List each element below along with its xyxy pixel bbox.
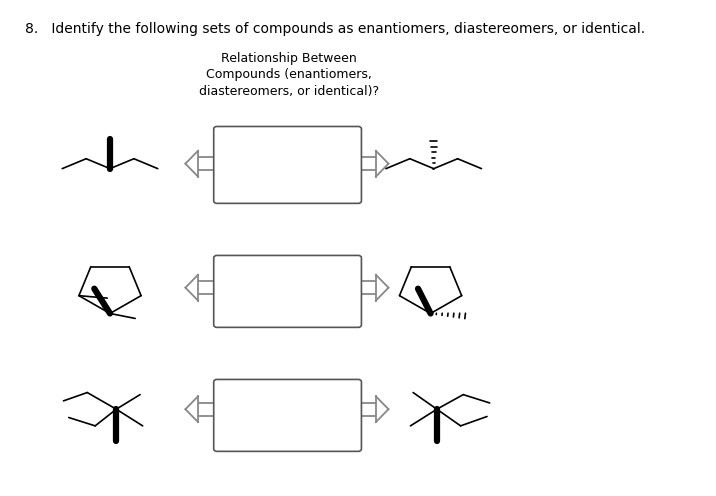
FancyBboxPatch shape [213,126,362,203]
Text: 8.   Identify the following sets of compounds as enantiomers, diastereomers, or : 8. Identify the following sets of compou… [25,22,645,36]
Text: Relationship Between: Relationship Between [221,52,357,65]
Text: Compounds (enantiomers,: Compounds (enantiomers, [206,68,372,81]
FancyBboxPatch shape [213,379,362,451]
FancyBboxPatch shape [213,255,362,327]
Text: diastereomers, or identical)?: diastereomers, or identical)? [199,85,379,98]
